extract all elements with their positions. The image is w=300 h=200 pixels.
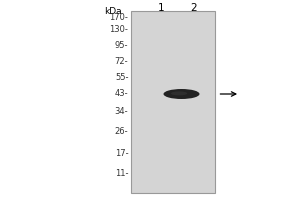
Text: kDa: kDa: [104, 6, 121, 16]
Text: 43-: 43-: [115, 90, 128, 98]
Text: 2: 2: [190, 3, 197, 13]
Text: 170-: 170-: [110, 12, 128, 21]
Text: 130-: 130-: [110, 24, 128, 33]
Ellipse shape: [164, 89, 200, 99]
Text: 1: 1: [158, 3, 165, 13]
Ellipse shape: [171, 91, 187, 95]
Text: 11-: 11-: [115, 168, 128, 178]
Text: 26-: 26-: [115, 127, 128, 136]
Text: 95-: 95-: [115, 40, 128, 49]
Text: 17-: 17-: [115, 148, 128, 158]
Text: 34-: 34-: [115, 107, 128, 116]
Bar: [130, 11, 214, 193]
Text: 72-: 72-: [115, 56, 128, 66]
Text: 55-: 55-: [115, 73, 128, 82]
